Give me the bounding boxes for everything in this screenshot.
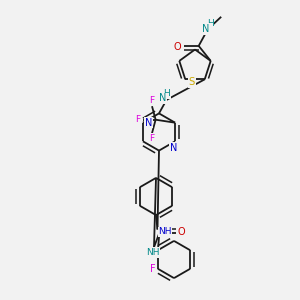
Text: N: N <box>159 93 167 103</box>
Text: N: N <box>145 118 153 128</box>
Text: NH: NH <box>146 248 159 257</box>
Text: NH: NH <box>158 227 172 236</box>
Text: F: F <box>149 96 154 105</box>
Text: S: S <box>189 77 195 87</box>
Text: N: N <box>202 24 210 34</box>
Text: N: N <box>170 143 177 153</box>
Text: O: O <box>173 41 181 52</box>
Text: F: F <box>150 264 155 274</box>
Text: H: H <box>163 89 170 98</box>
Text: O: O <box>178 227 185 237</box>
Text: F: F <box>135 115 140 124</box>
Text: F: F <box>149 134 154 143</box>
Text: H: H <box>207 19 214 28</box>
